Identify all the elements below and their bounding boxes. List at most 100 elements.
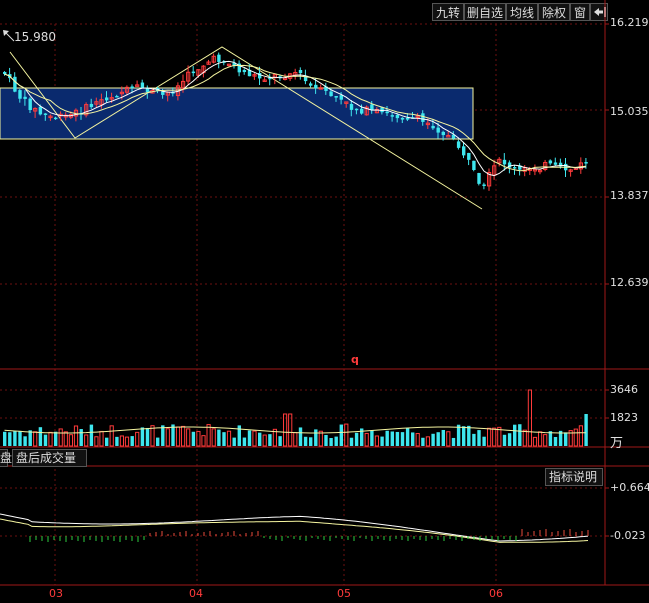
volume-bar <box>8 432 12 446</box>
candle-body <box>33 107 38 112</box>
candle-body <box>497 158 502 164</box>
volume-bars <box>3 389 588 447</box>
volume-bar <box>421 437 425 446</box>
high-marker: 15.980 <box>2 29 62 45</box>
volume-bar <box>532 436 538 447</box>
indicator-help-button[interactable]: 指标说明 <box>545 468 603 486</box>
volume-bar <box>165 428 170 447</box>
candle-body <box>415 115 420 119</box>
volume-bar <box>288 413 293 447</box>
indicator-series <box>0 513 589 543</box>
indicator-line-2 <box>0 518 589 543</box>
candle-body <box>380 107 384 113</box>
candle-body <box>318 87 323 90</box>
volume-bar <box>390 431 394 446</box>
candle-body <box>441 131 445 136</box>
volume-bar <box>18 431 22 446</box>
volume-bar <box>258 432 262 446</box>
candle-body <box>130 86 134 88</box>
candle-body <box>191 71 196 74</box>
candle-body <box>334 96 338 98</box>
ma-line-long <box>4 64 586 172</box>
volume-bar <box>145 427 150 446</box>
volume-bar <box>354 432 359 446</box>
volume-bar <box>462 426 466 446</box>
candle-body <box>54 117 58 120</box>
volume-bar <box>441 429 445 446</box>
candle-body <box>568 169 573 172</box>
volume-bar <box>171 424 175 446</box>
candle-body <box>431 125 435 129</box>
candle-body <box>217 54 221 62</box>
candle-body <box>84 104 89 116</box>
volume-bar <box>314 429 318 446</box>
volume-bar <box>513 424 517 446</box>
volume-bar <box>568 430 573 447</box>
volume-bar <box>451 437 456 446</box>
q-marker: q <box>351 353 359 366</box>
volume-bar <box>543 434 548 447</box>
candle-body <box>421 113 425 122</box>
candle-body <box>518 165 522 170</box>
candle-body <box>425 122 430 126</box>
candle-body <box>360 108 364 114</box>
volume-bar <box>507 433 512 446</box>
candle-body <box>18 90 22 99</box>
candle-body <box>99 99 104 106</box>
volume-bar <box>548 431 553 446</box>
volume-bar <box>482 436 486 446</box>
tab-partial[interactable]: 盘 <box>0 449 13 467</box>
candle-body <box>364 106 369 116</box>
toolbar-remove-favorite-button[interactable]: 删自选 <box>464 3 506 21</box>
candle-body <box>543 161 548 170</box>
price-label-1: 16.219 <box>610 16 649 29</box>
candle-body <box>584 162 588 164</box>
volume-bar <box>374 435 379 447</box>
candle-body <box>206 61 211 65</box>
volume-bar <box>309 437 313 446</box>
candle-body <box>94 101 99 105</box>
high-marker-arrow-icon <box>3 30 15 42</box>
volume-bar <box>329 437 333 446</box>
toolbar-window-button[interactable]: 窗 <box>570 3 590 21</box>
volume-bar <box>467 425 471 446</box>
candle-body <box>48 115 53 119</box>
candle-body <box>370 104 374 111</box>
toolbar-ex-rights-button[interactable]: 除权 <box>538 3 570 21</box>
toolbar-nine-turn-button[interactable]: 九转 <box>432 3 464 21</box>
volume-bar <box>518 424 522 446</box>
candle-body <box>395 114 400 119</box>
candle-body <box>309 83 313 86</box>
volume-bar <box>456 424 461 446</box>
candle-body <box>89 103 94 108</box>
volume-bar <box>38 427 43 446</box>
volume-bar <box>400 432 405 446</box>
candle-body <box>252 74 257 77</box>
candle-body <box>196 69 201 76</box>
candle-body <box>339 95 343 100</box>
volume-bar <box>283 413 288 447</box>
volume-ma-line <box>4 426 586 434</box>
volume-bar <box>43 434 48 446</box>
price-label-2: 15.035 <box>610 105 649 118</box>
candle-body <box>105 97 109 101</box>
candle-body <box>329 91 333 97</box>
candle-body <box>487 171 492 187</box>
volume-bar <box>48 431 53 447</box>
volume-bar <box>99 430 104 447</box>
candle-body <box>548 160 553 164</box>
volume-bar <box>79 429 83 446</box>
candle-body <box>502 159 507 165</box>
candle-body <box>13 76 17 92</box>
candle-body <box>140 82 145 89</box>
volume-bar <box>94 436 99 447</box>
tab-after-hours-volume[interactable]: 盘后成交量 <box>12 449 87 467</box>
candle-body <box>145 87 150 93</box>
candle-body <box>119 91 125 95</box>
toolbar-ma-button[interactable]: 均线 <box>506 3 538 21</box>
volume-bar <box>446 431 451 447</box>
volume-bar <box>272 428 277 447</box>
volume-bar <box>252 430 257 447</box>
